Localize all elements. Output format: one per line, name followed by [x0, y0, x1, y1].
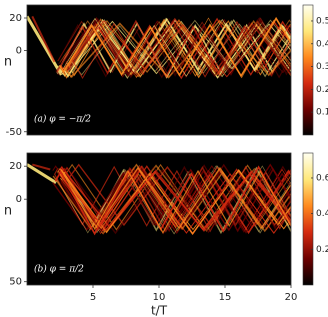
ray	[63, 19, 291, 79]
ray	[56, 19, 291, 79]
ray	[69, 16, 291, 78]
ray	[66, 17, 291, 77]
colorbar	[302, 152, 314, 286]
colorbar-tick-label: 0.6	[316, 173, 328, 183]
colorbar-tick-label: 0.5	[316, 16, 328, 26]
x-axis-label: t/T	[151, 304, 168, 317]
colorbar-tick-label: 0.2	[316, 245, 328, 255]
ray	[71, 20, 291, 79]
ray	[71, 19, 291, 76]
colorbar-tick-label: 0.3	[316, 62, 328, 72]
x-tick-label: 10	[153, 292, 166, 303]
annotation: (a) φ = −π/2	[34, 114, 91, 125]
ray	[62, 169, 291, 234]
ray	[59, 168, 291, 236]
ray	[56, 167, 291, 232]
colorbar-tick-label: 0.4	[316, 39, 328, 49]
ray	[53, 165, 291, 233]
x-tick-label: 20	[285, 292, 298, 303]
plot-frame	[26, 152, 292, 286]
wavefront	[27, 163, 57, 184]
ray	[57, 166, 291, 235]
y-axis-label: n	[4, 55, 12, 70]
wavefront	[32, 163, 51, 171]
ray	[59, 170, 291, 231]
colorbar	[302, 4, 314, 136]
y-axis-label: n	[4, 204, 12, 219]
wavefront	[31, 15, 56, 63]
heatmap-texture	[27, 163, 291, 236]
ray	[55, 19, 291, 79]
y-tick-label: 0	[16, 194, 22, 205]
x-tick-label: 5	[90, 292, 96, 303]
y-tick-label: 50	[9, 277, 22, 288]
colorbar-tick-label: 0.4	[316, 209, 328, 219]
ray	[57, 165, 291, 235]
wavefront	[27, 15, 63, 76]
colorbar-tick-label: 0.2	[316, 85, 328, 95]
y-tick-label: 20	[9, 13, 22, 24]
y-tick-label: 20	[9, 161, 22, 172]
y-tick-label: -50	[6, 127, 22, 138]
ray	[60, 17, 291, 77]
ray	[58, 16, 291, 78]
x-tick-label: 15	[219, 292, 232, 303]
colorbar-tick-label: 0.1	[316, 108, 328, 118]
heatmap-texture	[27, 15, 291, 80]
ray	[65, 165, 291, 228]
ray	[71, 20, 291, 74]
annotation: (b) φ = π/2	[34, 264, 84, 275]
y-tick-label: 0	[16, 46, 22, 57]
ray	[57, 21, 291, 79]
plot-frame	[26, 4, 292, 136]
ray	[65, 165, 291, 230]
ray	[52, 163, 291, 233]
ray	[63, 166, 291, 235]
